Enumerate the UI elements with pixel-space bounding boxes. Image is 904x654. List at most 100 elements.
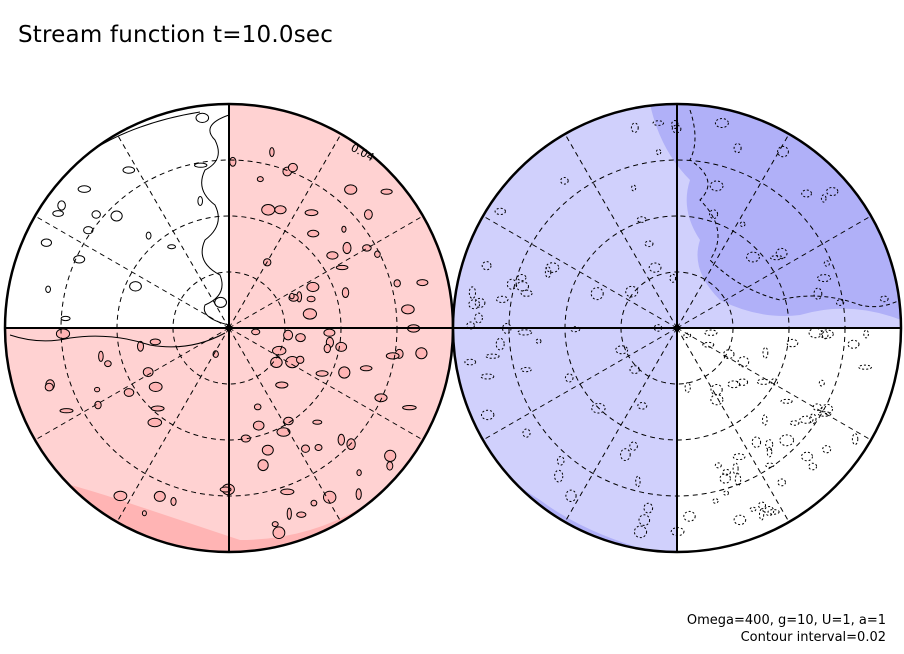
contour-blob — [323, 328, 336, 337]
contour-blob — [289, 292, 295, 300]
grid-spoke — [228, 215, 424, 329]
contour-blob — [775, 247, 788, 259]
grid-spoke — [676, 327, 872, 441]
contour-blob — [737, 356, 750, 368]
contour-blob — [269, 147, 275, 158]
contour-blob — [520, 367, 532, 373]
contour-blob — [150, 405, 165, 412]
grid-spoke — [116, 327, 230, 523]
contour-blob — [560, 177, 569, 185]
contour-blob — [149, 338, 161, 346]
contour-blob — [494, 207, 506, 215]
contour-blob — [569, 326, 581, 333]
contour-blob — [733, 143, 742, 154]
contour-blob — [727, 380, 741, 389]
contour-blob — [556, 456, 565, 466]
contour-blob — [630, 122, 639, 133]
contour-blob — [256, 176, 264, 183]
contour-blob — [314, 444, 323, 451]
contour-blob — [272, 345, 287, 356]
contour-blob — [306, 295, 316, 303]
contour-blob — [104, 360, 112, 368]
contour-blob — [44, 382, 54, 392]
contour-blob — [709, 209, 719, 220]
contour-blob — [194, 162, 208, 168]
contour-blob — [544, 266, 552, 279]
contour-blob — [812, 403, 822, 412]
contour-blob — [481, 261, 492, 271]
contour-blob — [341, 287, 350, 299]
contour-blob — [625, 285, 639, 298]
right-hemisphere — [451, 102, 903, 554]
grid-spoke — [228, 133, 342, 329]
contour-blob — [287, 162, 298, 173]
contour-blob — [669, 273, 677, 283]
contour-blob — [147, 417, 163, 428]
contour-blob — [402, 405, 417, 411]
contour-blob — [767, 509, 780, 515]
contour-blob — [786, 338, 799, 348]
contour-blob — [295, 333, 306, 343]
contour-blob — [710, 394, 724, 406]
contour-blob — [73, 255, 86, 264]
contour-blob — [480, 373, 495, 380]
contour-blob — [344, 184, 358, 195]
contour-blob — [823, 260, 830, 267]
left-grid-spokes — [34, 133, 424, 523]
contour-blob — [342, 241, 352, 255]
contour-blob — [620, 448, 631, 462]
parameters-text: Omega=400, g=10, U=1, a=1 — [686, 613, 886, 628]
contour-blob — [167, 244, 177, 250]
contour-blob — [270, 356, 283, 368]
contour-blob — [364, 209, 373, 220]
contour-blob — [145, 231, 152, 240]
contour-blob — [762, 414, 768, 426]
grid-spoke — [228, 327, 424, 441]
contour-blob — [275, 381, 289, 389]
contour-blob — [485, 353, 500, 359]
contour-blob — [40, 238, 53, 247]
contour-blob — [821, 330, 829, 340]
contour-blob — [57, 200, 66, 211]
contour-blob — [516, 281, 529, 292]
contour-blob — [819, 329, 834, 339]
grid-spoke — [34, 215, 230, 329]
contour-blob — [746, 251, 760, 263]
contour-blob — [110, 210, 123, 222]
contour-blob — [826, 187, 839, 196]
contour-blob — [301, 444, 310, 453]
contour-blob — [45, 285, 51, 293]
contour-blob — [847, 339, 860, 349]
contour-blob — [734, 473, 742, 487]
contour-blob — [251, 328, 261, 336]
contour-blob — [280, 488, 295, 496]
contour-blob — [380, 188, 393, 195]
contour-blob — [671, 124, 682, 134]
right-grid-spokes — [482, 133, 872, 523]
grid-spoke — [116, 133, 230, 329]
contour-blob — [276, 427, 291, 437]
contour-blob — [820, 194, 827, 203]
contour-blob — [338, 366, 351, 379]
contour-blob — [323, 490, 337, 504]
contour-blob — [310, 499, 318, 507]
contour-blob — [765, 439, 774, 451]
contour-blob — [170, 497, 177, 506]
contour-blob — [137, 340, 144, 352]
contour-blob — [821, 403, 833, 415]
contour-blob — [643, 502, 654, 514]
plot-title: Stream function t=10.0sec — [18, 22, 334, 48]
contour-blob — [590, 287, 604, 301]
contour-blob — [415, 347, 428, 360]
grid-spoke — [676, 133, 790, 329]
contour-blob — [257, 459, 269, 472]
contour-blob — [822, 445, 832, 454]
grid-spoke — [34, 327, 230, 441]
right-boundary-circle — [451, 102, 903, 554]
contour-blob — [564, 373, 574, 383]
contour-blob — [818, 379, 825, 387]
contour-blob — [337, 433, 345, 446]
contour-blob — [808, 462, 818, 471]
contour-blob — [637, 402, 648, 410]
contour-interval-text: Contour interval=0.02 — [740, 630, 886, 645]
